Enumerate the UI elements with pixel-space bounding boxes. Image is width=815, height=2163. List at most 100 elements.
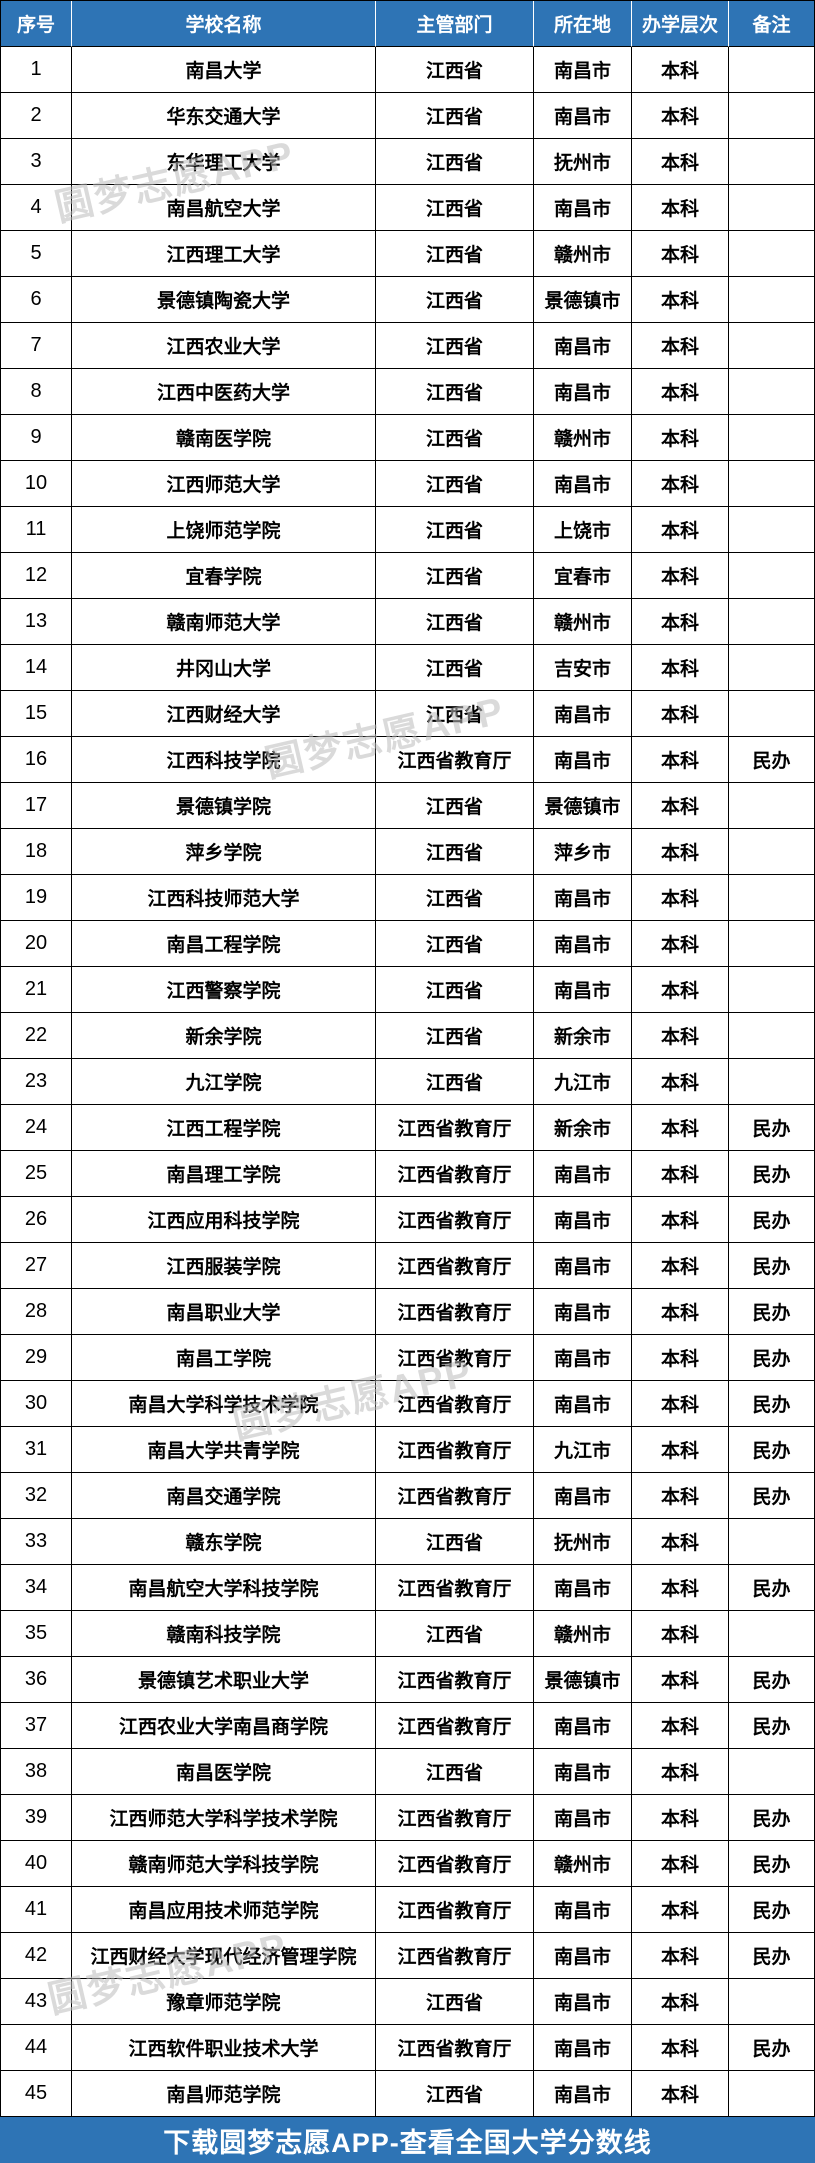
cell-no: 26 xyxy=(1,1197,72,1243)
cell-no: 18 xyxy=(1,829,72,875)
cell-dept: 江西省教育厅 xyxy=(376,1933,534,1979)
cell-level: 本科 xyxy=(632,415,729,461)
cell-level: 本科 xyxy=(632,1473,729,1519)
cell-dept: 江西省教育厅 xyxy=(376,1243,534,1289)
cell-name: 景德镇陶瓷大学 xyxy=(72,277,376,323)
cell-no: 30 xyxy=(1,1381,72,1427)
cell-note xyxy=(729,645,814,691)
cell-note: 民办 xyxy=(729,1887,814,1933)
cell-level: 本科 xyxy=(632,1335,729,1381)
cell-note xyxy=(729,1519,814,1565)
cell-city: 南昌市 xyxy=(534,1795,632,1841)
cell-dept: 江西省教育厅 xyxy=(376,1887,534,1933)
cell-city: 赣州市 xyxy=(534,1611,632,1657)
cell-level: 本科 xyxy=(632,1105,729,1151)
cell-dept: 江西省 xyxy=(376,783,534,829)
cell-dept: 江西省教育厅 xyxy=(376,1335,534,1381)
cell-level: 本科 xyxy=(632,599,729,645)
cell-name: 南昌航空大学 xyxy=(72,185,376,231)
cell-level: 本科 xyxy=(632,553,729,599)
cell-city: 萍乡市 xyxy=(534,829,632,875)
cell-city: 南昌市 xyxy=(534,47,632,93)
cell-city: 抚州市 xyxy=(534,139,632,185)
cell-name: 景德镇艺术职业大学 xyxy=(72,1657,376,1703)
cell-level: 本科 xyxy=(632,93,729,139)
cell-city: 南昌市 xyxy=(534,1979,632,2025)
cell-level: 本科 xyxy=(632,1013,729,1059)
cell-name: 新余学院 xyxy=(72,1013,376,1059)
cell-city: 南昌市 xyxy=(534,875,632,921)
cell-level: 本科 xyxy=(632,277,729,323)
cell-note: 民办 xyxy=(729,1703,814,1749)
cell-city: 吉安市 xyxy=(534,645,632,691)
cell-note xyxy=(729,139,814,185)
cell-level: 本科 xyxy=(632,1197,729,1243)
cell-city: 赣州市 xyxy=(534,599,632,645)
cell-no: 45 xyxy=(1,2071,72,2117)
cell-level: 本科 xyxy=(632,1151,729,1197)
cell-no: 27 xyxy=(1,1243,72,1289)
cell-city: 南昌市 xyxy=(534,93,632,139)
cell-level: 本科 xyxy=(632,1289,729,1335)
cell-no: 36 xyxy=(1,1657,72,1703)
cell-city: 新余市 xyxy=(534,1105,632,1151)
cell-dept: 江西省 xyxy=(376,231,534,277)
cell-level: 本科 xyxy=(632,1427,729,1473)
cell-no: 9 xyxy=(1,415,72,461)
cell-dept: 江西省 xyxy=(376,1979,534,2025)
cell-city: 景德镇市 xyxy=(534,277,632,323)
cell-name: 南昌大学 xyxy=(72,47,376,93)
cell-note: 民办 xyxy=(729,1243,814,1289)
cell-name: 赣南师范大学 xyxy=(72,599,376,645)
header-cell-city: 所在地 xyxy=(534,1,632,47)
cell-no: 16 xyxy=(1,737,72,783)
cell-dept: 江西省 xyxy=(376,599,534,645)
cell-note xyxy=(729,231,814,277)
cell-name: 井冈山大学 xyxy=(72,645,376,691)
cell-name: 江西师范大学 xyxy=(72,461,376,507)
cell-level: 本科 xyxy=(632,829,729,875)
header-cell-no: 序号 xyxy=(1,1,72,47)
app-download-banner[interactable]: 下载圆梦志愿APP-查看全国大学分数线 xyxy=(0,2117,815,2163)
header-cell-dept: 主管部门 xyxy=(376,1,534,47)
cell-note xyxy=(729,47,814,93)
cell-city: 南昌市 xyxy=(534,185,632,231)
cell-note xyxy=(729,967,814,1013)
cell-dept: 江西省教育厅 xyxy=(376,1703,534,1749)
cell-city: 南昌市 xyxy=(534,369,632,415)
cell-no: 6 xyxy=(1,277,72,323)
cell-note xyxy=(729,2071,814,2117)
cell-no: 41 xyxy=(1,1887,72,1933)
cell-no: 5 xyxy=(1,231,72,277)
cell-no: 44 xyxy=(1,2025,72,2071)
cell-note xyxy=(729,369,814,415)
cell-dept: 江西省 xyxy=(376,875,534,921)
cell-dept: 江西省教育厅 xyxy=(376,1289,534,1335)
cell-no: 21 xyxy=(1,967,72,1013)
cell-city: 上饶市 xyxy=(534,507,632,553)
cell-dept: 江西省 xyxy=(376,1749,534,1795)
cell-city: 南昌市 xyxy=(534,1289,632,1335)
cell-level: 本科 xyxy=(632,461,729,507)
cell-level: 本科 xyxy=(632,139,729,185)
cell-dept: 江西省 xyxy=(376,1519,534,1565)
cell-no: 15 xyxy=(1,691,72,737)
cell-dept: 江西省教育厅 xyxy=(376,1105,534,1151)
cell-no: 4 xyxy=(1,185,72,231)
cell-no: 2 xyxy=(1,93,72,139)
cell-dept: 江西省 xyxy=(376,461,534,507)
cell-no: 12 xyxy=(1,553,72,599)
cell-no: 23 xyxy=(1,1059,72,1105)
cell-level: 本科 xyxy=(632,1795,729,1841)
cell-name: 萍乡学院 xyxy=(72,829,376,875)
cell-name: 南昌航空大学科技学院 xyxy=(72,1565,376,1611)
cell-dept: 江西省教育厅 xyxy=(376,1427,534,1473)
cell-no: 10 xyxy=(1,461,72,507)
cell-name: 南昌工程学院 xyxy=(72,921,376,967)
cell-name: 南昌工学院 xyxy=(72,1335,376,1381)
cell-level: 本科 xyxy=(632,1841,729,1887)
cell-no: 33 xyxy=(1,1519,72,1565)
cell-no: 7 xyxy=(1,323,72,369)
cell-name: 南昌师范学院 xyxy=(72,2071,376,2117)
